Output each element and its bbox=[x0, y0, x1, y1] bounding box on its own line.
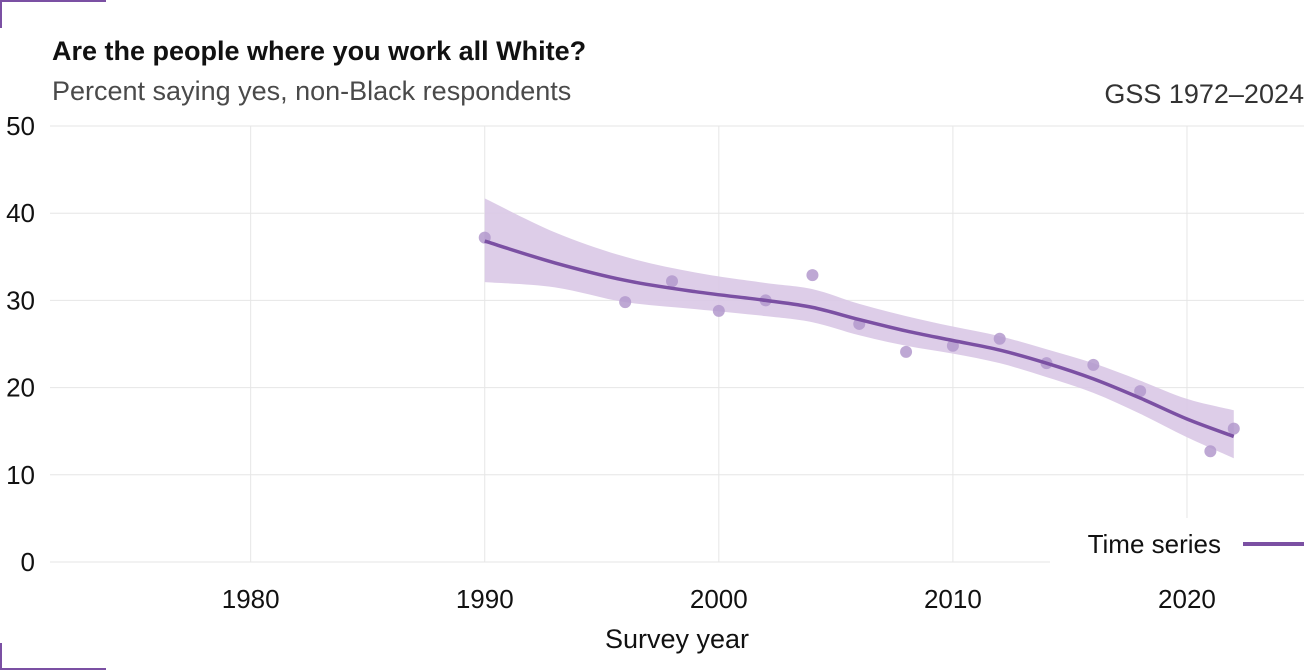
data-point bbox=[1087, 358, 1100, 371]
data-point bbox=[619, 296, 632, 309]
y-tick-label: 50 bbox=[6, 111, 35, 141]
x-tick-label: 1990 bbox=[456, 584, 514, 614]
x-tick-label: 2010 bbox=[924, 584, 982, 614]
y-tick-label: 10 bbox=[6, 460, 35, 490]
y-tick-label: 30 bbox=[6, 285, 35, 315]
data-point bbox=[900, 345, 913, 358]
x-axis-label: Survey year bbox=[605, 624, 749, 654]
y-tick-label: 20 bbox=[6, 373, 35, 403]
x-tick-label: 1980 bbox=[222, 584, 280, 614]
trend-line bbox=[484, 239, 1235, 439]
data-point bbox=[1227, 422, 1240, 435]
corner-bracket-top-left bbox=[0, 0, 106, 28]
y-tick-label: 40 bbox=[6, 198, 35, 228]
y-tick-label: 0 bbox=[21, 547, 35, 577]
data-point bbox=[1204, 445, 1217, 458]
chart-title: Are the people where you work all White? bbox=[52, 36, 587, 66]
data-point bbox=[712, 304, 725, 317]
corner-bracket-bottom-left bbox=[0, 643, 106, 670]
source-label: GSS 1972–2024 bbox=[1104, 79, 1304, 109]
data-point bbox=[806, 269, 819, 282]
legend-label: Time series bbox=[1088, 529, 1221, 559]
x-tick-label: 2000 bbox=[690, 584, 748, 614]
chart-subtitle: Percent saying yes, non-Black respondent… bbox=[52, 76, 572, 106]
data-point bbox=[1134, 385, 1147, 398]
x-tick-label: 2020 bbox=[1158, 584, 1216, 614]
data-point bbox=[993, 332, 1006, 345]
data-point bbox=[666, 275, 678, 288]
